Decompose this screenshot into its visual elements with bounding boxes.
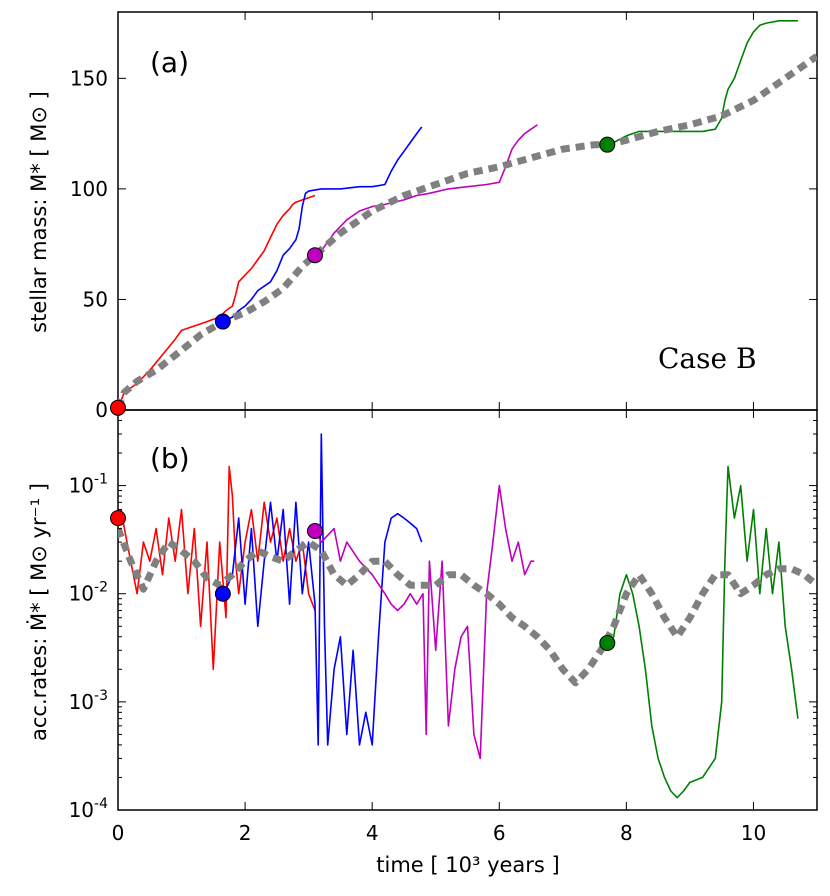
panel-b-lines bbox=[118, 433, 817, 799]
markers bbox=[110, 136, 616, 652]
panel-a-series-dashed-dashed bbox=[118, 53, 817, 410]
panel-b-marker-magenta bbox=[306, 523, 323, 540]
panel-a-ylabel: stellar mass: M* [ M⊙ ] bbox=[27, 91, 51, 333]
panel-a-series-red bbox=[118, 194, 316, 409]
x-tick-label: 8 bbox=[620, 821, 633, 845]
panel-b-y-tick-label: 10-2 bbox=[69, 580, 108, 606]
panel-a-marker-red bbox=[110, 399, 126, 416]
panel-a-y-tick-label: 100 bbox=[70, 177, 108, 201]
panel-a-y-tick-label: 0 bbox=[95, 398, 108, 422]
panel-b-y-tick-label: 10-4 bbox=[69, 796, 109, 822]
panel-b-series-red bbox=[118, 465, 316, 671]
x-tick-label: 4 bbox=[366, 821, 379, 845]
panel-b-series-blue bbox=[222, 433, 423, 746]
panel-a-y-tick-label: 50 bbox=[83, 287, 108, 311]
x-tick-label: 10 bbox=[741, 821, 766, 845]
x-axis-label: time [ 10³ years ] bbox=[376, 853, 559, 877]
panel-b-frame bbox=[117, 409, 818, 811]
panel-a-lines bbox=[118, 19, 817, 410]
panel-a-marker-blue bbox=[214, 313, 231, 330]
panel-b-ylabel: acc.rates: Ṁ* [ M⊙ yr⁻¹ ] bbox=[26, 483, 51, 741]
panel-b-label: (b) bbox=[150, 442, 190, 475]
panel-a-marker-magenta bbox=[306, 247, 323, 264]
panel-b-series-dashed-dashed bbox=[118, 527, 817, 687]
axis-ticks bbox=[117, 12, 817, 811]
panel-b-marker-blue bbox=[214, 585, 231, 602]
panel-a-label: (a) bbox=[150, 46, 189, 79]
panel-a-series-green bbox=[607, 19, 798, 146]
x-tick-label: 2 bbox=[239, 821, 252, 845]
panel-b-y-tick-label: 10-1 bbox=[69, 472, 108, 498]
panel-b-marker-green bbox=[599, 635, 616, 652]
panel-b-marker-red bbox=[110, 510, 126, 527]
panel-b-y-tick-label: 10-3 bbox=[69, 688, 108, 714]
panel-b-series-green bbox=[606, 465, 799, 799]
x-tick-label: 6 bbox=[493, 821, 506, 845]
panel-a-series-blue bbox=[222, 126, 423, 323]
case-label: Case B bbox=[658, 342, 757, 375]
panel-a-series-magenta bbox=[314, 124, 538, 256]
panel-a-marker-green bbox=[599, 136, 616, 153]
x-tick-label: 0 bbox=[112, 821, 125, 845]
panel-a-y-tick-label: 150 bbox=[70, 66, 108, 90]
